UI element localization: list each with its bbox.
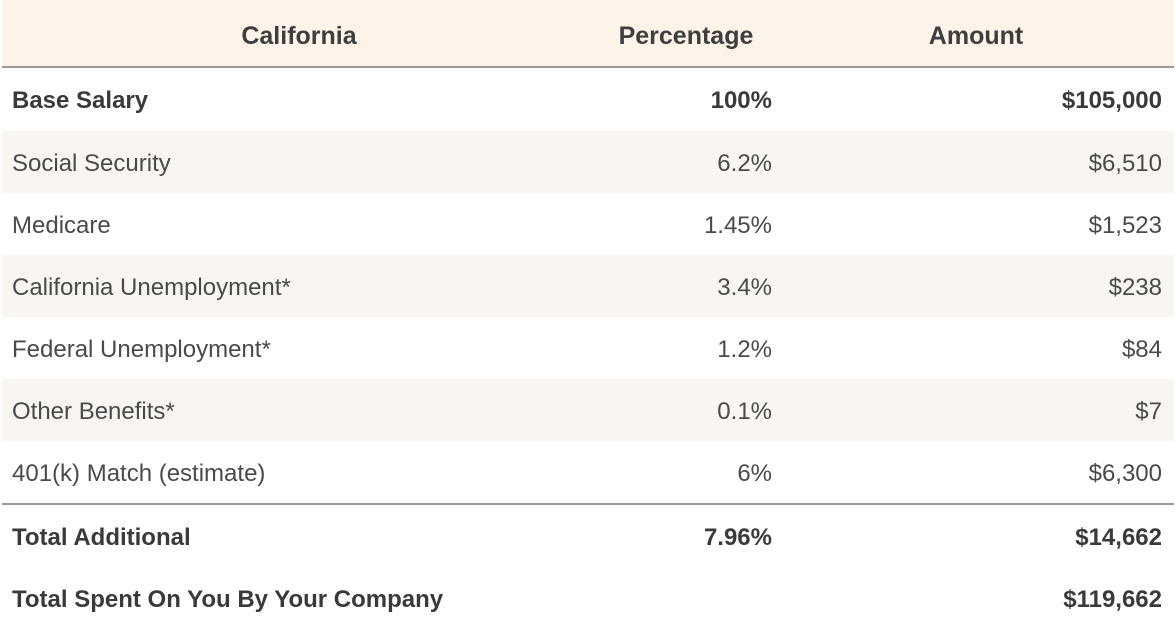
row-amount: $84: [1121, 336, 1162, 363]
column-header-amount: Amount: [928, 22, 1024, 50]
table-row-total-spent: Total Spent On You By Your Company $119,…: [2, 567, 1174, 629]
row-label: Total Additional: [12, 524, 191, 551]
row-label: Federal Unemployment*: [12, 336, 271, 363]
row-label: 401(k) Match (estimate): [12, 460, 266, 487]
table-row-401k-match: 401(k) Match (estimate) 6% $6,300: [2, 441, 1174, 503]
row-amount: $238: [1108, 274, 1162, 301]
column-header-percentage: Percentage: [618, 22, 754, 50]
table-row-base-salary: Base Salary 100% $105,000: [2, 68, 1174, 131]
row-label: Medicare: [12, 212, 111, 239]
row-percentage: 6%: [737, 460, 772, 487]
table-row-other-benefits: Other Benefits* 0.1% $7: [2, 379, 1174, 441]
table-row-medicare: Medicare 1.45% $1,523: [2, 193, 1174, 255]
row-percentage: 1.45%: [703, 212, 772, 239]
row-amount: $6,510: [1088, 150, 1162, 177]
row-amount: $6,300: [1088, 460, 1162, 487]
row-percentage: 6.2%: [717, 150, 772, 177]
row-percentage: 7.96%: [703, 524, 772, 551]
row-label: California Unemployment*: [12, 274, 291, 301]
row-amount: $7: [1135, 398, 1162, 425]
table-header: California Percentage Amount: [2, 0, 1174, 68]
column-header-state: California: [241, 22, 357, 50]
row-label: Base Salary: [12, 87, 149, 114]
row-percentage: 3.4%: [717, 274, 772, 301]
row-amount: $105,000: [1061, 87, 1162, 114]
row-label: Other Benefits*: [12, 398, 175, 425]
table-row-social-security: Social Security 6.2% $6,510: [2, 131, 1174, 193]
row-percentage: 1.2%: [717, 336, 772, 363]
row-label: Social Security: [12, 150, 171, 177]
table-row-california-unemployment: California Unemployment* 3.4% $238: [2, 255, 1174, 317]
row-amount: $1,523: [1088, 212, 1162, 239]
table-row-total-additional: Total Additional 7.96% $14,662: [2, 503, 1174, 567]
row-percentage: 100%: [710, 87, 772, 114]
table-row-federal-unemployment: Federal Unemployment* 1.2% $84: [2, 317, 1174, 379]
row-percentage: 0.1%: [717, 398, 772, 425]
row-amount: $14,662: [1075, 524, 1162, 551]
row-label: Total Spent On You By Your Company: [12, 586, 444, 613]
row-amount: $119,662: [1063, 586, 1162, 613]
